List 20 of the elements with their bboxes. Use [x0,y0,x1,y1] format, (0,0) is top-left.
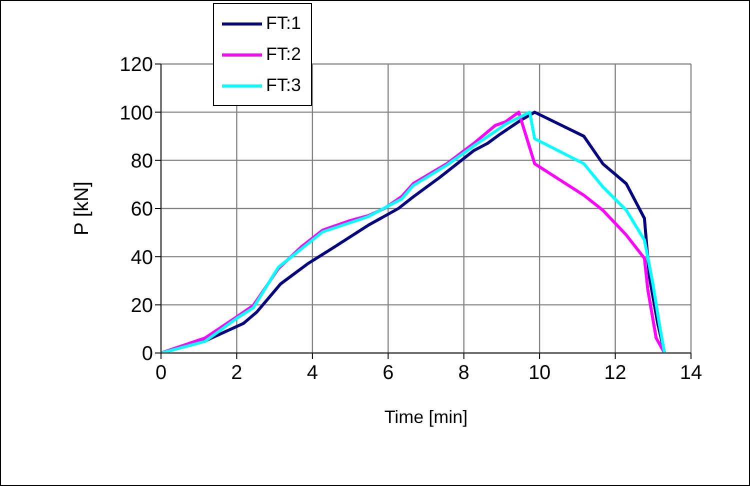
y-tick-label: 40 [130,246,153,269]
x-tick-label: 4 [306,362,318,384]
y-tick-label: 100 [120,102,153,124]
y-axis-title: P [kN] [71,181,94,236]
x-tick-label: 0 [155,362,167,384]
y-tick-label: 60 [130,198,153,221]
y-tick-label: 20 [130,294,153,317]
legend-label: FT:1 [266,13,302,34]
x-axis-title: Time [min] [384,407,468,427]
legend-label: FT:3 [266,75,302,96]
x-tick-label: 12 [604,362,626,384]
y-tick-label: 120 [120,54,153,76]
y-tick-label: 80 [130,150,153,172]
x-tick-label: 6 [382,362,394,384]
x-tick-label: 10 [528,362,551,384]
x-tick-label: 8 [458,362,470,384]
y-tick-label: 0 [142,343,153,366]
x-tick-label: 14 [680,362,702,384]
x-tick-label: 2 [231,362,242,384]
legend-label: FT:2 [266,44,302,65]
